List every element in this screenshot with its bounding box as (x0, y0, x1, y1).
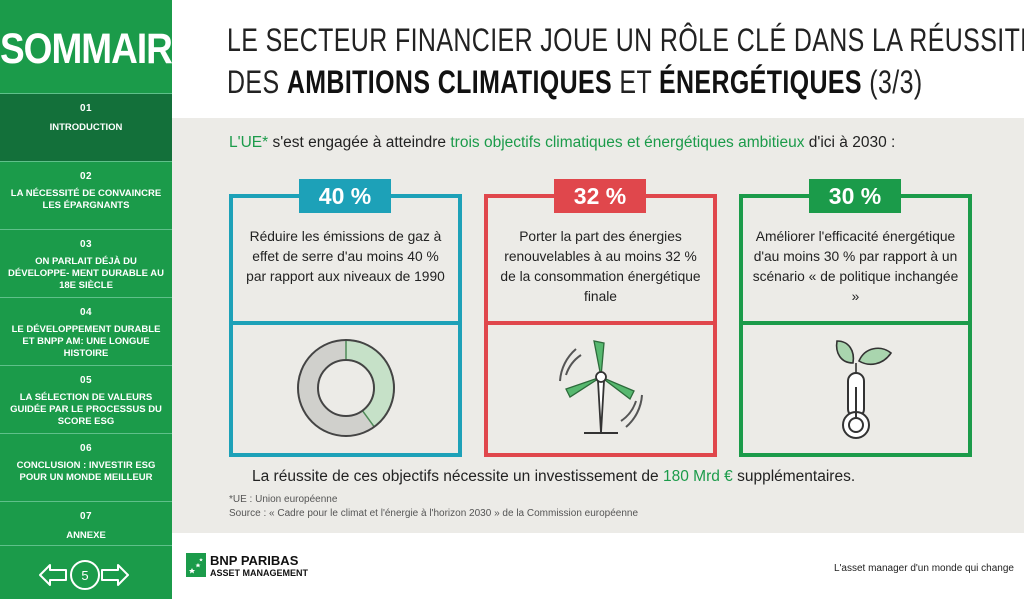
nav-item-epargnants[interactable]: 02 LA NÉCESSITÉ DE CONVAINCRE LES ÉPARGN… (0, 161, 172, 229)
previous-arrow-icon[interactable] (38, 563, 68, 587)
footnote-source: Source : « Cadre pour le climat et l'éne… (229, 508, 639, 519)
intro-objectives: trois objectifs climatiques et énergétiq… (450, 134, 805, 151)
conclusion-sentence: La réussite de ces objectifs nécessite u… (252, 468, 855, 486)
nav-item-histoire[interactable]: 04 LE DÉVELOPPEMENT DURABLE ET BNPP AM: … (0, 297, 172, 365)
footnote-ue: *UE : Union européenne (229, 494, 338, 505)
title-suffix: (3/3) (861, 64, 923, 100)
nav-item-introduction[interactable]: 01 INTRODUCTION (0, 93, 172, 161)
title-bold-energie: ÉNERGÉTIQUES (658, 64, 862, 100)
nav-item-label: ANNEXE (66, 530, 106, 541)
tagline: L'asset manager d'un monde qui change (833, 563, 1014, 574)
page-title-line2: DES AMBITIONS CLIMATIQUES ET ÉNERGÉTIQUE… (227, 64, 923, 101)
objective-text: Réduire les émissions de gaz à effet de … (246, 229, 445, 284)
card-divider (488, 321, 713, 325)
objective-text: Porter la part des énergies renouvelable… (500, 229, 701, 304)
page-navigation: 5 (0, 545, 172, 599)
conclusion-text: La réussite de ces objectifs nécessite u… (252, 468, 663, 485)
nav-item-score-esg[interactable]: 05 LA SÉLECTION DE VALEURS GUIDÉE PAR LE… (0, 365, 172, 433)
page-number: 5 (70, 560, 100, 590)
nav-item-number: 07 (79, 511, 93, 522)
sidebar-title: SOMMAIRE (0, 24, 197, 73)
nav-item-label: INTRODUCTION (49, 122, 123, 133)
next-arrow-icon[interactable] (100, 563, 130, 587)
conclusion-suffix: supplémentaires. (732, 468, 856, 485)
card-divider (233, 321, 458, 325)
nav-item-label: LE DÉVELOPPEMENT DURABLE ET BNPP AM: UNE… (11, 324, 161, 359)
intro-deadline: d'ici à 2030 : (804, 134, 896, 151)
title-mid: ET (612, 64, 659, 100)
title-bold-climat: AMBITIONS CLIMATIQUES (286, 64, 613, 100)
nav-item-number: 05 (79, 375, 93, 386)
stars-logo-icon (186, 553, 206, 577)
title-prefix: DES (227, 64, 287, 100)
nav-item-label: CONCLUSION : INVESTIR ESG POUR UN MONDE … (16, 460, 156, 483)
page-header: LE SECTEUR FINANCIER JOUE UN RÔLE CLÉ DA… (172, 0, 1024, 118)
sidebar: SOMMAIRE 01 INTRODUCTION 02 LA NÉCESSITÉ… (0, 0, 197, 599)
nav-item-number: 01 (79, 103, 93, 114)
objective-badge: 40 % (299, 179, 391, 213)
nav-item-number: 06 (79, 443, 93, 454)
wind-turbine-icon (488, 332, 713, 444)
objective-card-renewables: 32 % Porter la part des énergies renouve… (484, 179, 717, 457)
nav-list: 01 INTRODUCTION 02 LA NÉCESSITÉ DE CONVA… (0, 93, 172, 551)
intro-text: s'est engagée à atteindre (268, 134, 451, 151)
thermometer-leaf-icon (743, 332, 968, 444)
nav-item-18e-siecle[interactable]: 03 ON PARLAIT DÉJÀ DU DÉVELOPPE- MENT DU… (0, 229, 172, 297)
objective-text: Améliorer l'efficacité énergétique d'au … (752, 229, 959, 304)
nav-item-label: LA SÉLECTION DE VALEURS GUIDÉE PAR LE PR… (10, 392, 162, 427)
objective-badge: 32 % (554, 179, 646, 213)
objective-card-emissions: 40 % Réduire les émissions de gaz à effe… (229, 179, 462, 457)
objective-badge: 30 % (809, 179, 901, 213)
logo-main-text: BNP PARIBAS (210, 553, 299, 568)
main-content: L'UE* s'est engagée à atteindre trois ob… (172, 118, 1024, 533)
nav-item-number: 02 (79, 171, 93, 182)
page-footer: BNP PARIBAS ASSET MANAGEMENT L'asset man… (172, 533, 1024, 599)
nav-item-label: ON PARLAIT DÉJÀ DU DÉVELOPPE- MENT DURAB… (8, 256, 164, 291)
bnp-paribas-logo: BNP PARIBAS ASSET MANAGEMENT (186, 553, 336, 581)
page-title-line1: LE SECTEUR FINANCIER JOUE UN RÔLE CLÉ DA… (227, 22, 1024, 58)
card-divider (743, 321, 968, 325)
nav-item-annexe[interactable]: 07 ANNEXE (0, 501, 172, 551)
nav-item-number: 03 (79, 239, 93, 250)
intro-sentence: L'UE* s'est engagée à atteindre trois ob… (229, 134, 895, 152)
logo-sub-text: ASSET MANAGEMENT (210, 568, 309, 578)
objective-card-efficiency: 30 % Améliorer l'efficacité énergétique … (739, 179, 972, 457)
intro-ue: L'UE* (229, 134, 269, 151)
donut-chart-icon (233, 332, 458, 444)
nav-item-number: 04 (79, 307, 93, 318)
nav-item-conclusion[interactable]: 06 CONCLUSION : INVESTIR ESG POUR UN MON… (0, 433, 172, 501)
investment-amount: 180 Mrd € (662, 468, 733, 485)
nav-item-label: LA NÉCESSITÉ DE CONVAINCRE LES ÉPARGNANT… (10, 188, 162, 211)
